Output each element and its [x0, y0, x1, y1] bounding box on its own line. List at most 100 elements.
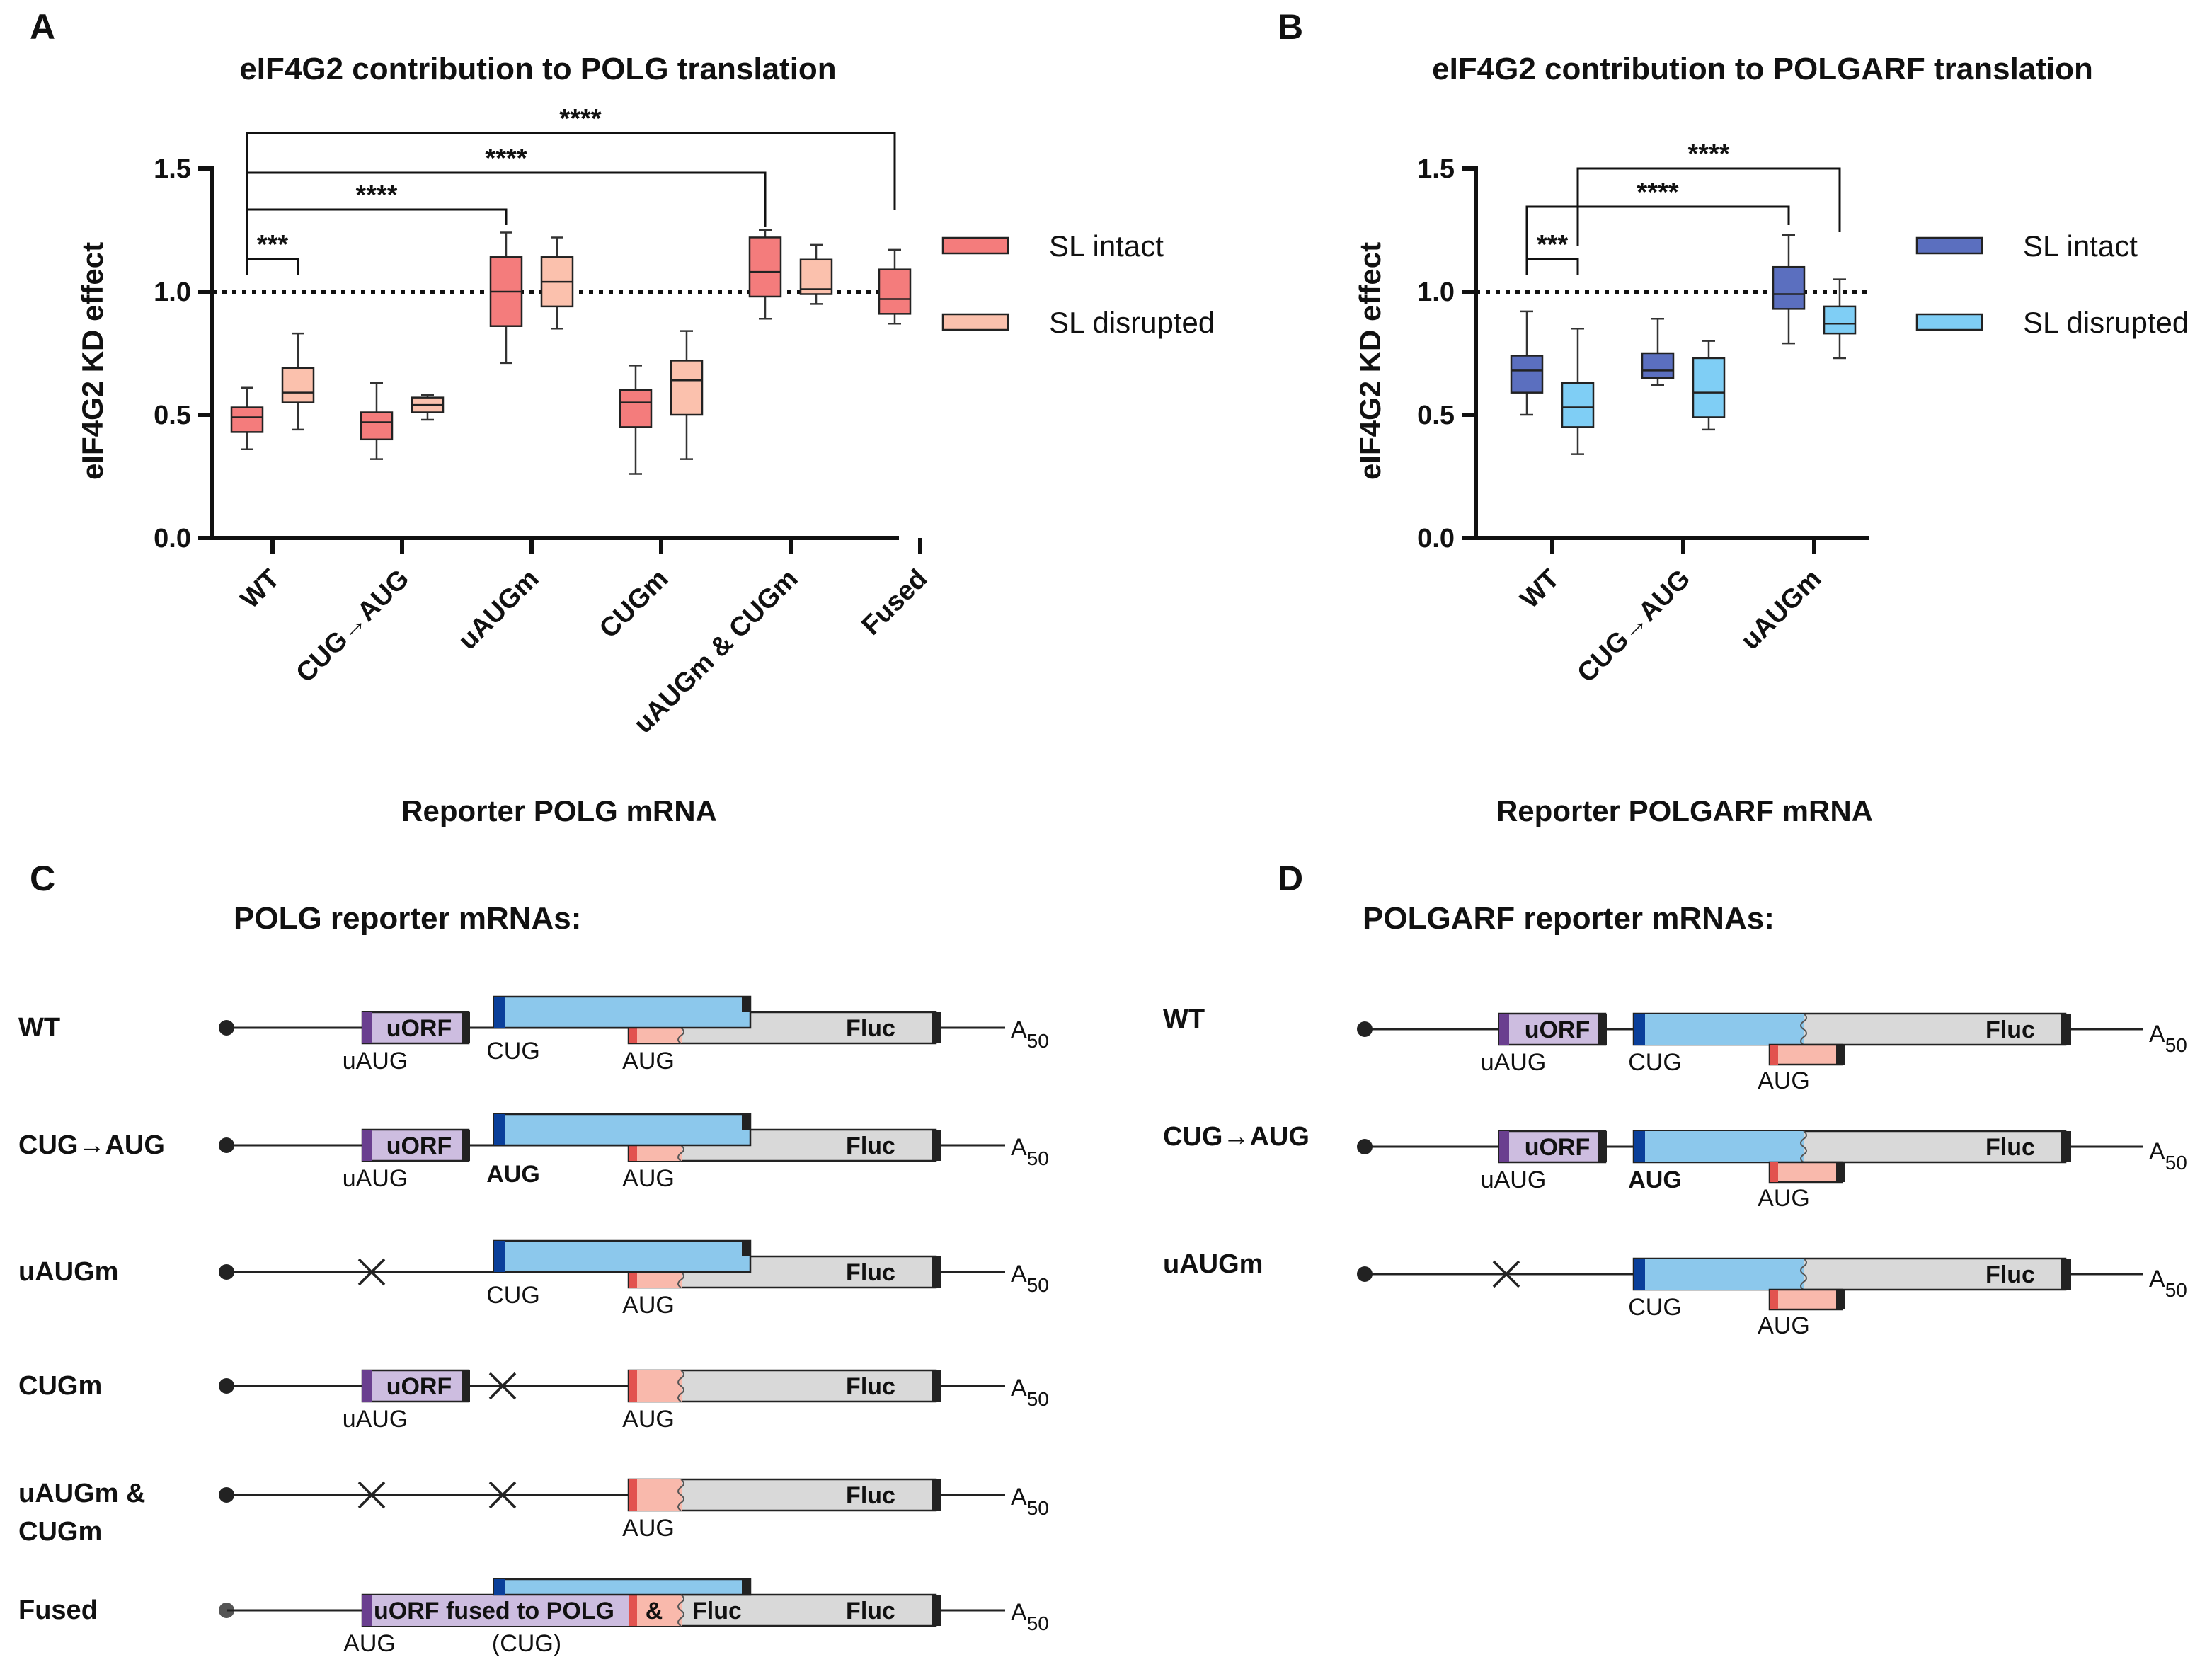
y-tick-label: 0.5: [154, 401, 191, 430]
poly-a-label: A50: [1011, 1375, 1049, 1410]
row-label: CUG→AUG: [1163, 1122, 1310, 1152]
stop-mark: [2061, 1259, 2071, 1290]
uaug-mark: [1499, 1014, 1509, 1045]
frameshift-squiggle: [1800, 1013, 1807, 1045]
aug-start-mark: [629, 1479, 637, 1511]
chart-b-title: eIF4G2 contribution to POLGARF translati…: [1432, 52, 2093, 86]
poly-a-label: A50: [1011, 1484, 1049, 1519]
x-category-label: WT: [1515, 564, 1565, 614]
box-sl-disrupted: [1823, 305, 1857, 335]
stop-mark: [932, 1012, 941, 1043]
frameshift-squiggle: [1800, 1130, 1807, 1163]
cug-start-mark: [1634, 1259, 1645, 1290]
cug-label: CUG: [486, 1038, 540, 1065]
uaug-label: uAUG: [343, 1048, 408, 1074]
chart-b-xlabel: Reporter POLGARF mRNA: [1496, 794, 1873, 827]
significance-label: ****: [1687, 139, 1729, 169]
mutation-cross: [357, 1258, 386, 1286]
panel-letter-c: C: [30, 859, 55, 898]
row-label: uAUGm: [18, 1257, 118, 1287]
aug-label: AUG: [622, 1406, 675, 1433]
x-category-label: CUG→AUG: [290, 564, 415, 689]
polg-aug-segment: [637, 1370, 682, 1402]
stop-mark: [932, 1479, 941, 1511]
uorf-label: uORF: [1525, 1016, 1591, 1043]
significance-label: ****: [1637, 178, 1678, 207]
row-label-line2: CUGm: [18, 1517, 102, 1547]
stop-mark: [2061, 1131, 2071, 1162]
chart-a-xlabel: Reporter POLG mRNA: [401, 794, 717, 827]
uorf-label: uORF: [386, 1015, 452, 1042]
legend-label: SL disrupted: [2023, 306, 2189, 339]
poly-a-label: A50: [2149, 1021, 2187, 1056]
aug-label: AUG: [622, 1292, 675, 1319]
uorf-box: [361, 1369, 470, 1403]
box-sl-intact: [1641, 352, 1675, 379]
aug-label: AUG: [1758, 1067, 1810, 1094]
row-label: WT: [1163, 1004, 1205, 1034]
significance-label: ****: [559, 104, 601, 134]
box-sl-intact: [878, 268, 912, 315]
panel-letter-d: D: [1278, 859, 1303, 898]
polg-stop-mark: [742, 1579, 750, 1595]
y-tick-label: 1.5: [154, 154, 191, 184]
arf-box: [1768, 1288, 1843, 1311]
significance-bracket: [246, 132, 896, 210]
diagram-c: WT A50 Fluc AUG uORF uAUG CUG CUG→AUG A50 Fluc AUG…: [18, 995, 1049, 1657]
aug-label: AUG: [1758, 1312, 1810, 1339]
panel-letter-a: A: [30, 7, 55, 47]
fluc-label: Fluc: [846, 1373, 895, 1400]
aug-start-mark: [629, 1370, 637, 1402]
significance-bracket: [246, 258, 299, 275]
polg-box: [493, 1113, 752, 1147]
diagram-c-title: POLG reporter mRNAs:: [234, 901, 581, 936]
uorf-label: uORF: [386, 1133, 452, 1159]
y-tick-label: 0.5: [1417, 401, 1455, 430]
fused-fluc-label: Fluc: [692, 1598, 742, 1624]
poly-a-label: A50: [1011, 1261, 1049, 1296]
polg-stop-mark: [742, 1241, 750, 1256]
significance-label: ****: [485, 144, 527, 173]
polg-stop-mark: [742, 1114, 750, 1130]
aug-label: AUG: [622, 1048, 675, 1074]
uaug-mark: [1499, 1131, 1509, 1162]
frameshift-squiggle: [677, 1594, 684, 1627]
fluc-label: Fluc: [1985, 1134, 2035, 1161]
x-category-label: Fused: [856, 564, 934, 641]
aug-mark: [629, 1595, 637, 1626]
aug-label: AUG: [1758, 1185, 1810, 1212]
stop-mark: [932, 1595, 941, 1626]
mutation-cross: [488, 1481, 517, 1509]
cug-label: CUG: [1628, 1049, 1682, 1076]
box-sl-disrupted: [1561, 382, 1595, 428]
legend-label: SL intact: [2023, 229, 2138, 263]
legend-swatch-sl-intact: [941, 236, 1009, 255]
fused-cug-label: (CUG): [492, 1630, 561, 1657]
fluc-label: Fluc: [1985, 1016, 2035, 1043]
uaug-mark: [362, 1370, 372, 1402]
box-sl-intact: [748, 236, 782, 298]
row-label: uAUGm: [1163, 1249, 1263, 1279]
aug-start-mark: [362, 1595, 372, 1626]
uorf-stop-mark: [462, 1370, 470, 1402]
y-tick-label: 1.0: [1417, 277, 1455, 307]
poly-a-label: A50: [2149, 1266, 2187, 1301]
box-sl-intact: [230, 406, 264, 433]
cug-start-mark: [1634, 1131, 1645, 1162]
aug-mark: [1770, 1290, 1778, 1309]
arf-stop-mark: [1836, 1045, 1845, 1065]
frameshift-squiggle: [677, 1479, 684, 1511]
significance-bracket: [246, 208, 508, 275]
box-sl-intact: [619, 389, 653, 428]
polg-aug-segment: [637, 1479, 682, 1511]
polg-box: [493, 1578, 752, 1596]
fluc-label: Fluc: [846, 1598, 895, 1624]
poly-a-label: A50: [1011, 1599, 1049, 1634]
frameshift-squiggle: [1800, 1258, 1807, 1290]
legend-swatch-sl-disrupted: [941, 313, 1009, 331]
stop-mark: [932, 1130, 941, 1161]
uaug-mark: [362, 1012, 372, 1043]
polg-box: [493, 995, 752, 1029]
fluc-label: Fluc: [846, 1482, 895, 1509]
